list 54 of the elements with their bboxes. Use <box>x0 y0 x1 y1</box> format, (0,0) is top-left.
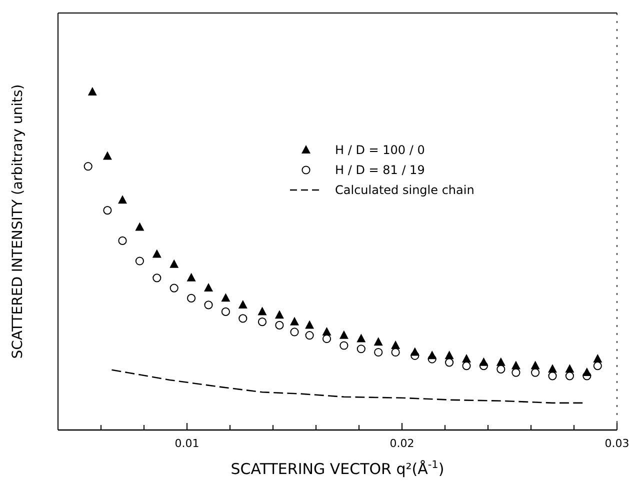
point <box>186 272 196 282</box>
point <box>305 320 314 329</box>
point <box>258 318 267 326</box>
legend-label: H / D = 100 / 0 <box>335 143 425 157</box>
point <box>258 306 267 316</box>
y-axis-title: SCATTERED INTENSITY (arbitrary units) <box>10 84 26 359</box>
point <box>531 368 540 377</box>
point <box>548 372 557 380</box>
x-axis-title: SCATTERING VECTOR q²(Å$^{-1}$) <box>230 459 444 478</box>
point <box>221 307 230 316</box>
x-tick-label: 0.02 <box>390 437 414 450</box>
point <box>290 316 299 326</box>
point <box>445 358 454 367</box>
point <box>565 372 574 380</box>
point <box>340 341 348 350</box>
x-tick-label: 0.01 <box>174 437 200 450</box>
legend-label: Calculated single chain <box>335 183 474 197</box>
point <box>305 331 314 340</box>
point <box>88 87 97 96</box>
point <box>103 206 112 215</box>
point <box>102 151 112 160</box>
point <box>238 300 248 308</box>
point <box>374 348 383 357</box>
x-tick-label: 0.03 <box>604 437 629 450</box>
point <box>187 294 196 302</box>
point <box>356 334 366 342</box>
point <box>479 361 488 370</box>
legend-label: H / D = 81 / 19 <box>335 163 425 177</box>
point <box>410 351 420 360</box>
point <box>238 314 248 323</box>
point <box>204 300 213 310</box>
point <box>204 283 213 292</box>
point <box>170 284 178 292</box>
point <box>135 222 144 231</box>
point <box>275 320 284 330</box>
point <box>290 328 299 336</box>
point <box>339 330 348 339</box>
point <box>548 364 557 373</box>
point <box>84 162 92 171</box>
point <box>152 274 162 282</box>
point <box>496 364 506 374</box>
point <box>274 310 284 319</box>
point <box>512 368 520 377</box>
point <box>118 195 127 204</box>
point <box>221 293 230 302</box>
point <box>356 344 366 354</box>
point <box>374 337 383 346</box>
point <box>428 354 436 364</box>
point <box>170 259 179 268</box>
point <box>135 256 144 266</box>
point <box>582 372 592 380</box>
point <box>152 249 162 258</box>
point <box>118 236 127 246</box>
point <box>593 354 602 363</box>
